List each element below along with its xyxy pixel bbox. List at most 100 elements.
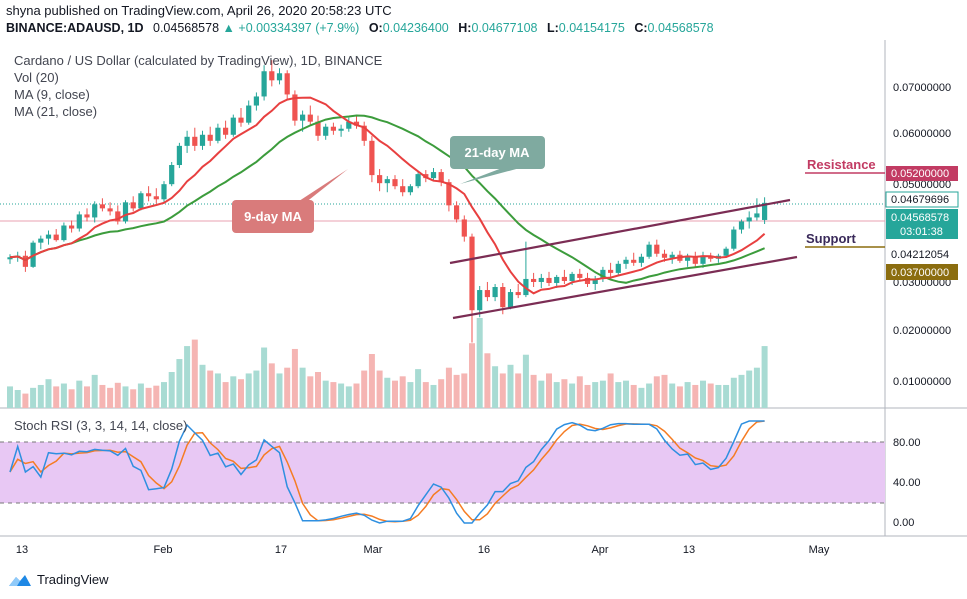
candle — [223, 120, 229, 139]
candle — [430, 168, 437, 182]
footer-brand: TradingView — [37, 572, 109, 587]
volume-bar — [484, 353, 491, 408]
candle — [153, 188, 159, 204]
candle — [22, 250, 28, 272]
candle — [546, 271, 552, 287]
candle — [731, 226, 737, 251]
volume-bar — [638, 387, 645, 408]
candle — [184, 130, 190, 153]
ma9-label: 9-day MA — [244, 209, 302, 224]
candle — [253, 92, 259, 111]
candle — [323, 123, 329, 140]
volume-bar — [723, 384, 730, 408]
time-tick: 17 — [275, 544, 287, 556]
candle — [192, 127, 198, 151]
high-label: H: — [458, 21, 472, 35]
volume-bar — [22, 393, 29, 408]
volume-bar — [438, 379, 445, 408]
volume-bar — [422, 382, 429, 408]
candle — [169, 161, 175, 187]
volume-bar — [207, 370, 214, 408]
low-label: L: — [546, 21, 559, 35]
candle — [76, 211, 82, 232]
ma9-legend[interactable]: MA (9, close) — [14, 87, 90, 102]
volume-bar — [669, 383, 676, 408]
volume-bar — [261, 347, 268, 408]
volume-bar — [430, 384, 437, 408]
candle — [115, 205, 121, 225]
volume-bar — [376, 370, 383, 408]
candle — [492, 283, 498, 302]
candle — [38, 235, 44, 250]
high-value: 0.04677108 — [471, 21, 538, 35]
rsi-k-line — [9, 420, 765, 524]
publish-line: shyna published on TradingView.com, Apri… — [6, 3, 392, 18]
volume-bar — [476, 318, 483, 408]
volume-bar — [700, 380, 706, 408]
price-tick: 0.02000000 — [893, 325, 951, 337]
volume-bar — [45, 379, 52, 408]
candle — [7, 254, 13, 264]
volume-bar — [253, 370, 260, 408]
candle — [461, 215, 467, 242]
volume-bar — [684, 382, 691, 408]
volume-bar — [114, 382, 121, 408]
channel-upper-line — [449, 198, 791, 265]
volume-bar — [330, 382, 337, 408]
volume-bar — [461, 373, 468, 408]
volume-bar — [692, 384, 699, 408]
candle — [346, 117, 352, 132]
candle — [307, 105, 313, 126]
ma9-callout: 9-day MA — [232, 169, 348, 233]
candle — [361, 121, 367, 146]
volume-bar — [130, 389, 137, 408]
volume-bar — [322, 380, 329, 408]
volume-bar — [91, 374, 98, 408]
volume-bar — [561, 379, 568, 408]
volume-bar — [553, 382, 560, 408]
rsi-band — [0, 442, 885, 503]
volume-bar — [353, 383, 360, 408]
volume-bar — [284, 367, 291, 408]
volume-bar — [315, 372, 321, 408]
volume-bar — [145, 387, 152, 408]
tradingview-logo[interactable]: TradingView — [8, 572, 109, 587]
volume-bars — [7, 318, 768, 408]
volume-bar — [576, 376, 583, 408]
candle — [469, 233, 475, 343]
candle — [84, 208, 90, 222]
candle — [261, 65, 267, 101]
volume-bar — [530, 374, 537, 408]
ma9-line — [9, 96, 766, 295]
volume-bar — [230, 376, 237, 408]
time-tick: 13 — [16, 544, 28, 556]
ma21-callout: 21-day MA — [450, 136, 545, 184]
volume-bar — [415, 369, 422, 408]
candle — [700, 251, 706, 268]
volume-bar — [30, 387, 37, 408]
volume-bar — [137, 383, 144, 408]
ma21-legend[interactable]: MA (21, close) — [14, 104, 98, 119]
resistance-badge: 0.05200000 — [891, 168, 949, 180]
candle — [623, 256, 629, 269]
volume-bar — [592, 382, 599, 408]
volume-bar — [361, 370, 368, 408]
candle — [161, 181, 167, 203]
candle — [53, 229, 59, 242]
volume-bar — [546, 373, 552, 408]
candle — [561, 269, 567, 284]
rsi-axis-ticks: 80.00 40.00 0.00 — [893, 437, 921, 529]
volume-bar — [569, 383, 576, 408]
volume-bar — [469, 343, 475, 408]
volume-bar — [161, 382, 167, 408]
vol-legend[interactable]: Vol (20) — [14, 70, 59, 85]
symbol[interactable]: BINANCE:ADAUSD, 1D — [6, 21, 144, 35]
volume-bar — [676, 386, 683, 408]
candle — [92, 201, 98, 223]
last-value: 0.04568578 — [153, 21, 220, 35]
candle — [577, 268, 583, 281]
candle — [199, 130, 206, 150]
price-axis-ticks: 0.07000000 0.06000000 0.05000000 0.03000… — [893, 82, 951, 388]
candle — [377, 169, 383, 192]
